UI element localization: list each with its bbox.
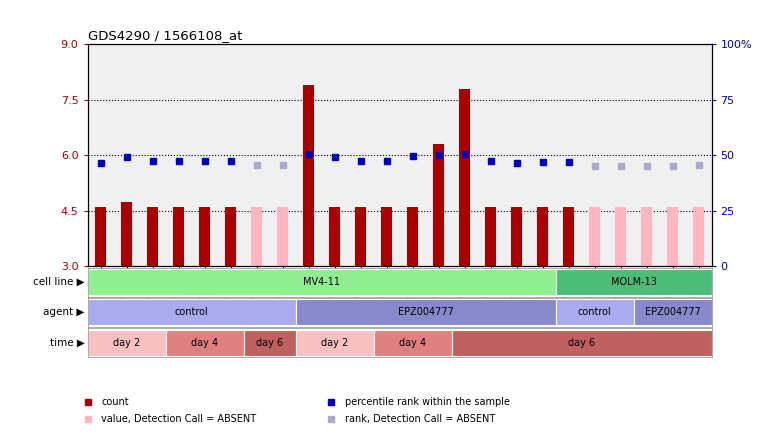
Text: percentile rank within the sample: percentile rank within the sample [345,397,510,407]
Bar [589,207,600,266]
Bar [460,89,470,266]
Bar [304,85,314,266]
Bar [277,207,288,266]
Bar [616,207,626,266]
Bar [556,299,634,325]
Text: EPZ004777: EPZ004777 [645,307,700,317]
Bar [199,207,210,266]
Bar [251,207,262,266]
Text: day 4: day 4 [191,337,218,348]
Bar [374,329,451,356]
Bar [381,207,392,266]
Text: EPZ004777: EPZ004777 [397,307,454,317]
Bar [295,329,374,356]
Bar [88,299,295,325]
Text: MV4-11: MV4-11 [303,277,340,287]
Text: value, Detection Call = ABSENT: value, Detection Call = ABSENT [101,414,256,424]
Bar [451,329,712,356]
Bar [121,202,132,266]
Text: agent ▶: agent ▶ [43,307,84,317]
Bar [88,269,556,295]
Bar [166,329,244,356]
Text: control: control [578,307,611,317]
Bar [174,207,183,266]
Bar [556,269,712,295]
Bar [486,207,495,266]
Bar [295,299,556,325]
Bar [511,207,522,266]
Text: day 6: day 6 [568,337,595,348]
Bar [693,207,704,266]
Text: GDS4290 / 1566108_at: GDS4290 / 1566108_at [88,29,242,42]
Bar [225,207,236,266]
Text: MOLM-13: MOLM-13 [610,277,657,287]
Bar [407,207,418,266]
Text: control: control [174,307,209,317]
Text: time ▶: time ▶ [49,337,84,348]
Bar [563,207,574,266]
Bar [95,207,106,266]
Bar [244,329,295,356]
Bar [330,207,339,266]
Bar [433,144,444,266]
Text: count: count [101,397,129,407]
Bar [355,207,366,266]
Bar [537,207,548,266]
Bar [88,329,166,356]
Text: day 6: day 6 [256,337,283,348]
Bar [667,207,678,266]
Text: rank, Detection Call = ABSENT: rank, Detection Call = ABSENT [345,414,495,424]
Text: day 4: day 4 [399,337,426,348]
Bar [633,299,712,325]
Text: day 2: day 2 [113,337,140,348]
Bar [642,207,651,266]
Text: cell line ▶: cell line ▶ [33,277,84,287]
Bar [148,207,158,266]
Text: day 2: day 2 [321,337,348,348]
